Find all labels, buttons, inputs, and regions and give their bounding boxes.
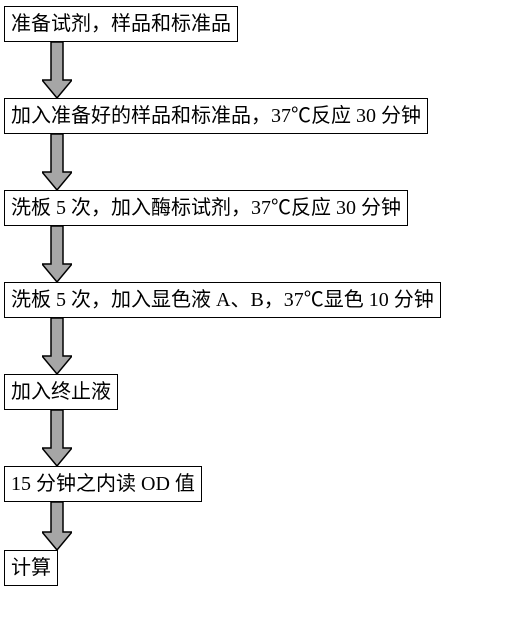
flow-step-4: 洗板 5 次，加入显色液 A、B，37℃显色 10 分钟 (4, 282, 441, 318)
flow-arrow-1 (42, 42, 72, 98)
flow-step-7: 计算 (4, 550, 58, 586)
flow-step-1: 准备试剂，样品和标准品 (4, 6, 238, 42)
flow-step-5: 加入终止液 (4, 374, 118, 410)
flow-step-2: 加入准备好的样品和标准品，37℃反应 30 分钟 (4, 98, 428, 134)
flow-step-6: 15 分钟之内读 OD 值 (4, 466, 202, 502)
flow-arrow-3 (42, 226, 72, 282)
flow-arrow-2 (42, 134, 72, 190)
flow-arrow-4 (42, 318, 72, 374)
flow-arrow-6 (42, 502, 72, 550)
flow-step-3: 洗板 5 次，加入酶标试剂，37℃反应 30 分钟 (4, 190, 408, 226)
flow-arrow-5 (42, 410, 72, 466)
flowchart-container: 准备试剂，样品和标准品 加入准备好的样品和标准品，37℃反应 30 分钟 洗板 … (4, 6, 441, 586)
